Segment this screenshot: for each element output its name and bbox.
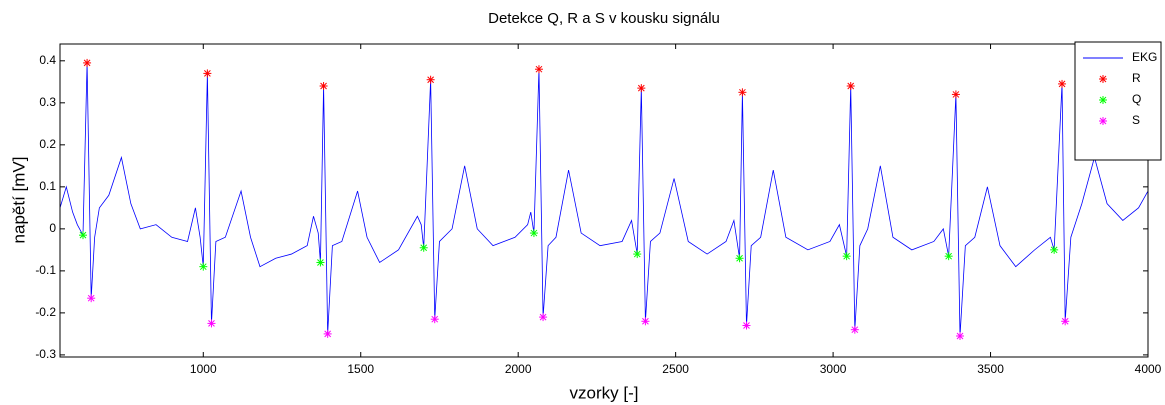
x-tick-label: 3500 xyxy=(977,362,1004,376)
legend-label: R xyxy=(1132,71,1141,85)
marker-stroke xyxy=(320,82,327,90)
x-tick-label: 1500 xyxy=(347,362,374,376)
marker-stroke xyxy=(1058,80,1066,88)
peak-marker xyxy=(199,262,208,271)
peak-marker xyxy=(203,69,212,78)
marker-stroke xyxy=(633,250,641,258)
marker-stroke xyxy=(530,229,538,237)
plot-area xyxy=(60,44,1148,357)
y-tick-label: 0 xyxy=(49,221,56,235)
legend-label: EKG xyxy=(1132,50,1157,64)
peak-marker xyxy=(944,252,953,261)
axes-box xyxy=(59,43,1149,358)
peak-marker xyxy=(316,258,325,267)
y-tick-label: -0.3 xyxy=(35,347,56,361)
peak-marker xyxy=(539,313,548,322)
peak-marker xyxy=(850,325,859,334)
legend-swatch xyxy=(1099,75,1107,83)
peak-marker xyxy=(87,294,96,303)
marker-stroke xyxy=(952,91,960,98)
y-axis-label: napětí [mV] xyxy=(9,157,28,244)
marker-stroke xyxy=(535,65,543,73)
peak-marker xyxy=(846,82,855,91)
marker-stroke xyxy=(199,263,207,271)
marker-stroke xyxy=(743,322,750,329)
marker-stroke xyxy=(324,330,332,338)
marker-stroke xyxy=(204,70,211,77)
marker-stroke xyxy=(1099,117,1107,125)
marker-stroke xyxy=(1099,75,1107,83)
peak-marker xyxy=(738,88,747,97)
x-tick-label: 4000 xyxy=(1135,362,1162,376)
marker-stroke xyxy=(642,317,649,325)
marker-stroke xyxy=(317,259,324,266)
x-axis-label: vzorky [-] xyxy=(570,383,639,402)
marker-stroke xyxy=(539,313,547,321)
peak-marker xyxy=(83,58,92,67)
marker-stroke xyxy=(739,88,746,96)
peak-marker xyxy=(641,317,650,326)
y-tick-label: 0.4 xyxy=(39,53,56,67)
legend-label: Q xyxy=(1132,92,1141,106)
peak-marker xyxy=(534,65,543,74)
peak-marker xyxy=(419,243,428,252)
legend-box xyxy=(1074,41,1162,161)
marker-stroke xyxy=(851,326,859,334)
peak-marker xyxy=(637,84,646,93)
marker-stroke xyxy=(1061,317,1069,325)
marker-stroke xyxy=(83,59,91,67)
marker-stroke xyxy=(736,254,743,262)
peak-marker xyxy=(842,252,851,261)
peak-marker xyxy=(78,231,87,240)
ekg-line xyxy=(59,62,1149,337)
marker-stroke xyxy=(87,294,95,302)
marker-stroke xyxy=(956,332,964,340)
peak-marker xyxy=(1058,79,1067,88)
legend-swatch xyxy=(1099,96,1107,104)
marker-stroke xyxy=(431,315,439,323)
marker-stroke xyxy=(1050,246,1058,254)
legend-swatch xyxy=(1099,117,1107,125)
marker-stroke xyxy=(79,231,87,239)
marker-stroke xyxy=(427,76,434,84)
peak-marker xyxy=(207,319,216,328)
y-tick-label: 0.2 xyxy=(39,137,56,151)
y-tick-label: 0.3 xyxy=(39,95,56,109)
x-tick-label: 3000 xyxy=(820,362,847,376)
x-tick-label: 2500 xyxy=(662,362,689,376)
marker-stroke xyxy=(843,252,850,260)
marker-stroke xyxy=(945,252,953,260)
peak-marker xyxy=(323,329,332,338)
peak-marker xyxy=(956,331,965,340)
chart-title: Detekce Q, R a S v kousku signálu xyxy=(488,10,720,27)
peak-marker xyxy=(319,82,328,91)
peak-marker xyxy=(951,90,960,99)
marker-stroke xyxy=(420,244,428,252)
peak-marker xyxy=(426,75,435,84)
peak-marker xyxy=(735,254,744,263)
x-tick-label: 2000 xyxy=(505,362,532,376)
y-tick-label: -0.1 xyxy=(35,263,56,277)
peak-marker xyxy=(1050,245,1059,254)
peak-marker xyxy=(633,250,642,259)
marker-stroke xyxy=(847,82,855,90)
peak-marker xyxy=(430,315,439,324)
peak-marker xyxy=(529,229,538,238)
peak-marker xyxy=(742,321,751,330)
marker-stroke xyxy=(208,320,215,327)
peak-marker xyxy=(1061,317,1070,326)
legend-label: S xyxy=(1132,113,1140,127)
y-tick-label: 0.1 xyxy=(39,179,56,193)
y-tick-label: -0.2 xyxy=(35,305,56,319)
marker-stroke xyxy=(1099,96,1107,104)
x-tick-label: 1000 xyxy=(190,362,217,376)
marker-stroke xyxy=(637,84,645,92)
